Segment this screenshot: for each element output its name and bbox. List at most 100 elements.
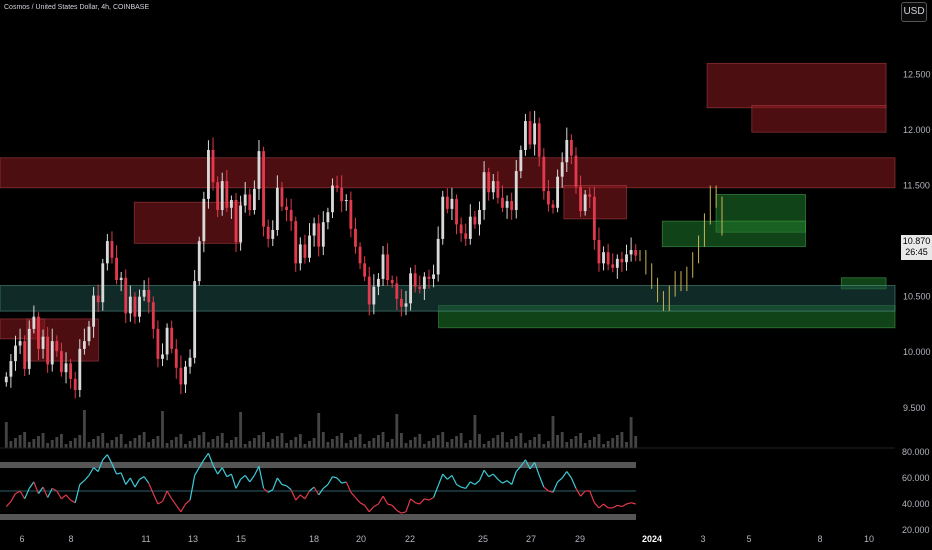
candle-body	[625, 254, 628, 263]
rsi-line-segment	[276, 477, 283, 485]
candle-body	[331, 185, 334, 213]
candle-body	[606, 252, 610, 265]
rsi-panel: 80.000 60.000 40.000 20.000	[0, 447, 930, 535]
rsi-line-segment	[382, 495, 389, 505]
rsi-line-segment	[65, 494, 72, 501]
candle-body	[275, 187, 279, 230]
volume-bar	[225, 443, 229, 448]
volume-bar	[193, 438, 197, 448]
candle-body	[138, 296, 141, 317]
volume-bar	[73, 438, 77, 448]
rsi-line-segment	[359, 502, 365, 506]
candle-body	[229, 200, 233, 208]
rsi-line-segment	[506, 480, 513, 485]
candle-body	[524, 121, 527, 150]
rsi-line-segment	[424, 498, 430, 501]
volume-bar	[216, 436, 220, 448]
volume-bar	[533, 437, 537, 448]
rsi-line-segment	[355, 497, 361, 504]
candle-body	[312, 223, 316, 236]
rsi-line-segment	[465, 481, 471, 489]
rsi-line-segment	[83, 475, 90, 481]
rsi-line-segment	[281, 483, 287, 487]
rsi-line-segment	[152, 493, 159, 505]
rsi-line-segment	[318, 488, 324, 496]
projection-layer	[639, 185, 723, 312]
rsi-line-segment	[230, 473, 237, 489]
candle-body	[262, 151, 265, 227]
rsi-line-segment	[534, 462, 540, 476]
candle-body	[165, 327, 169, 355]
volume-bar	[27, 442, 31, 448]
rsi-line-segment	[203, 452, 209, 461]
rsi-line-segment	[263, 487, 269, 493]
time-axis[interactable]: 6 8 11 13 15 18 20 22 25 27 29 2024 3 5 8 10	[0, 447, 895, 544]
volume-bar	[147, 442, 151, 448]
candle-body	[4, 376, 8, 383]
volume-bar	[569, 439, 573, 448]
volume-bar	[625, 442, 628, 448]
currency-button[interactable]: USD	[901, 2, 927, 22]
rsi-line-segment	[10, 493, 17, 502]
candle-body	[496, 181, 500, 198]
rsi-line-segment	[432, 485, 439, 498]
volume-bar	[119, 434, 123, 448]
candle-body	[317, 223, 321, 247]
candle-body	[349, 200, 353, 229]
candle-body	[436, 238, 440, 275]
time-tick-label: 20	[356, 534, 366, 544]
volume-bar	[262, 432, 265, 448]
candle-body	[432, 274, 435, 279]
rsi-line-segment	[327, 476, 334, 485]
candle-body	[464, 233, 468, 239]
rsi-line-segment	[175, 504, 182, 513]
volume-bar	[344, 443, 348, 448]
volume-bar	[156, 436, 160, 448]
volume-bar	[560, 432, 564, 448]
rsi-line-segment	[194, 467, 200, 476]
rsi-line-segment	[120, 472, 127, 485]
time-tick-label: 5	[746, 534, 751, 544]
rsi-line-segment	[396, 509, 402, 514]
volume-bar	[335, 436, 339, 448]
volume-bar	[505, 442, 509, 448]
volume-bar	[32, 439, 36, 448]
volume-bar	[308, 441, 311, 448]
rsi-line-segment	[460, 486, 466, 489]
rsi-line-segment	[125, 477, 131, 485]
candle-body	[188, 357, 192, 367]
volume-bar	[151, 439, 155, 448]
volume-bar	[14, 438, 17, 448]
candle-body	[377, 278, 380, 287]
candle-body	[335, 185, 339, 188]
volume-bar	[422, 444, 426, 448]
volume-bar	[386, 442, 390, 448]
volume-bar	[404, 443, 408, 448]
volume-bar	[234, 437, 238, 448]
candle-body	[427, 276, 431, 279]
candle-body	[234, 200, 238, 243]
volume-bar	[266, 442, 270, 448]
candle-body	[78, 348, 82, 390]
price-tick-label: 12.000	[903, 125, 931, 135]
candle-body	[151, 302, 155, 329]
rsi-line-segment	[15, 490, 21, 495]
candle-body	[156, 328, 160, 359]
volume-bar	[170, 440, 174, 448]
candle-body	[592, 196, 596, 240]
volume-bar	[413, 437, 417, 448]
candles-layer	[4, 110, 638, 399]
volume-bar	[514, 436, 518, 448]
rsi-line-segment	[557, 477, 563, 483]
volume-bar	[432, 438, 435, 448]
candle-body	[46, 336, 50, 365]
rsi-line-segment	[102, 454, 108, 461]
rsi-line-segment	[377, 495, 384, 505]
chart-title: Cosmos / United States Dollar, 4h, COINB…	[4, 4, 150, 11]
rsi-line-segment	[47, 488, 53, 498]
volume-bar	[478, 434, 481, 448]
volume-bar	[202, 432, 206, 448]
volume-bar	[579, 433, 582, 448]
rsi-line-segment	[88, 467, 95, 476]
